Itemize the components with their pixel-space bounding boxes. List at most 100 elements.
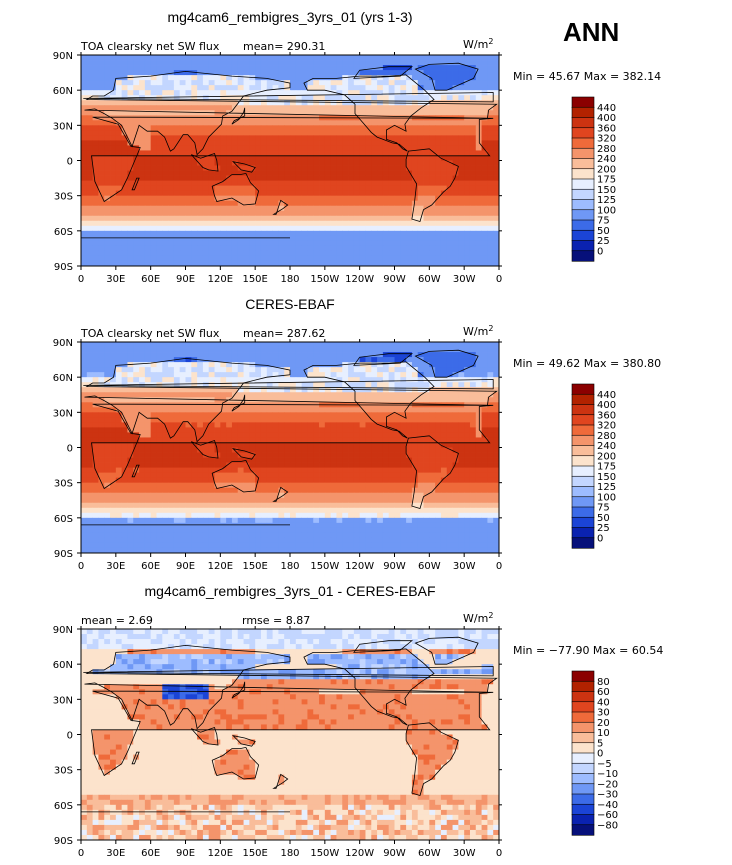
field-cell [208,90,215,96]
field-cell [359,130,366,136]
field-cell [255,205,262,212]
field-cell [168,215,175,222]
field-cell [400,452,407,458]
field-cell [284,382,291,388]
field-cell [127,412,134,418]
field-cell [382,135,390,141]
field-cell [330,95,337,101]
field-cell [133,210,140,217]
field-cell [406,195,413,202]
field-cell [278,210,285,217]
field-cell [411,155,419,161]
field-cell [202,150,210,156]
field-cell [156,397,163,403]
field-cell [121,367,128,373]
field-cell [324,362,332,368]
field-cell [481,85,488,91]
field-cell [237,392,244,398]
field-cell [144,175,152,181]
field-cell [295,412,303,418]
field-cell [452,367,459,373]
field-cell [394,180,401,187]
field-cell [150,402,157,408]
field-cell [359,437,366,443]
field-cell [220,75,227,81]
field-cell [464,60,471,66]
field-cell [377,90,384,96]
field-cell [121,130,128,136]
field-cell [255,100,262,106]
field-cell [214,215,221,222]
field-cell [330,342,337,348]
field-cell [139,357,146,363]
field-cell [237,382,244,388]
field-cell [411,245,419,252]
field-cell [452,145,459,151]
field-cell [458,210,465,217]
field-cell [168,135,175,141]
field-cell [86,145,94,151]
y-tick-label: 90S [54,262,73,273]
field-cell [139,115,146,121]
field-cell [121,347,128,353]
field-cell [185,347,192,353]
field-cell [139,75,146,81]
field-cell [255,372,262,378]
field-cell [197,230,204,237]
field-cell [214,180,221,187]
field-cell [295,407,303,413]
field-cell [313,427,320,433]
field-cell [493,80,500,86]
field-cell [168,225,175,232]
field-cell [307,342,314,348]
field-cell [133,452,140,458]
field-cell [365,452,372,458]
field-cell [429,347,436,353]
field-cell [127,230,134,237]
field-cell [208,195,215,202]
field-cell [429,135,436,141]
field-cell [231,417,239,423]
field-cell [249,417,256,423]
field-cell [319,170,326,176]
field-cell [359,382,366,388]
field-cell [429,200,436,207]
field-cell [121,155,128,161]
field-cell [319,255,326,262]
field-cell [144,407,152,413]
field-cell [353,377,361,383]
field-cell [458,437,465,443]
field-cell [173,397,181,403]
field-cell [139,175,146,181]
field-cell [290,447,297,453]
field-cell [371,412,378,418]
field-cell [278,155,285,161]
field-cell [446,120,453,126]
field-cell [458,407,465,413]
field-cell [115,467,123,474]
field-cell [115,110,123,116]
field-cell [162,95,169,101]
field-cell [168,110,175,116]
field-cell [214,190,221,197]
field-cell [359,155,366,161]
field-cell [464,80,471,86]
field-cell [464,427,471,433]
field-cell [295,110,303,116]
field-cell [365,110,372,116]
field-cell [464,260,471,267]
field-cell [208,387,215,393]
field-cell [98,245,105,252]
field-cell [156,125,163,131]
field-cell [440,180,448,187]
field-cell [359,245,366,252]
field-cell [377,452,384,458]
field-cell [313,65,320,71]
field-cell [156,205,163,212]
field-cell [435,240,442,247]
field-cell [144,367,152,373]
field-cell [319,427,326,433]
field-cell [365,412,372,418]
field-cell [301,362,308,368]
